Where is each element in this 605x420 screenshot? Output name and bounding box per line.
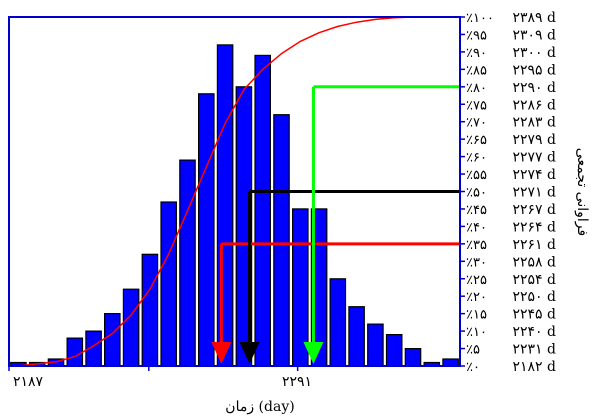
histogram-bar: [329, 278, 347, 367]
histogram-bar: [66, 337, 84, 367]
histogram-bar: [179, 159, 196, 367]
right-axis-day-label: ۲۲۴۰ d: [513, 324, 557, 340]
right-axis-percent-label: ٪۸۰: [466, 81, 487, 96]
right-axis-percent-label: ٪۵۰: [466, 186, 487, 201]
histogram-bar: [367, 323, 384, 367]
right-axis-percent-label: ٪۷۵: [466, 98, 487, 113]
right-axis-day-label: ۲۲۵۰ d: [513, 289, 557, 305]
right-axis-percent-label: ٪۵: [466, 343, 480, 358]
histogram-bar: [385, 334, 403, 367]
right-axis-percent-label: ٪۴۰: [466, 220, 487, 235]
right-axis-day-label: ۲۱۸۲ d: [513, 359, 557, 375]
right-axis-percent-label: ٪۸۵: [466, 63, 487, 78]
right-axis-day-label: ۲۳۰۹ d: [513, 27, 557, 43]
right-axis-day-label: ۲۲۶۷ d: [513, 202, 557, 218]
x-tick-label: ۲۲۹۱: [282, 374, 312, 390]
histogram-bar: [442, 358, 459, 367]
percentile-arrowhead: [303, 342, 324, 364]
right-axis-percent-label: ٪۳۵: [466, 238, 487, 253]
right-axis-day-label: ۲۳۸۹ d: [513, 10, 557, 26]
right-axis-percent-label: ٪۶۰: [466, 151, 487, 166]
right-axis-day-label: ۲۲۳۱ d: [513, 342, 557, 358]
right-axis-percent-label: ٪۹۵: [466, 28, 487, 43]
right-axis-day-label: ۲۲۸۳ d: [513, 115, 557, 131]
right-axis-day-label: ۲۲۷۴ d: [513, 167, 557, 183]
histogram-bar: [348, 306, 365, 367]
right-axis-day-label: ۲۲۵۴ d: [513, 272, 557, 288]
right-axis-day-label: ۲۲۹۵ d: [513, 62, 557, 78]
right-axis-percent-label: ٪۳۰: [466, 255, 487, 270]
histogram-bar: [216, 44, 234, 367]
right-axis-day-label: ۲۲۷۷ d: [513, 150, 557, 166]
percentile-arrowhead: [211, 342, 232, 364]
right-axis-day-label: ۲۲۶۴ d: [513, 219, 557, 235]
histogram-bar: [141, 253, 159, 367]
right-axis-percent-label: ٪۱۰۰: [466, 11, 494, 26]
right-axis-day-label: ۲۲۸۶ d: [513, 97, 557, 113]
right-axis-percent-label: ٪۱۵: [466, 308, 487, 323]
x-axis-title: زمان (day): [225, 399, 294, 415]
right-axis-percent-label: ٪۹۰: [466, 46, 487, 61]
right-axis-day-label: ۲۲۴۵ d: [513, 307, 557, 323]
right-axis-percent-label: ٪۲۵: [466, 273, 487, 288]
right-axis-percent-label: ٪۶۵: [466, 133, 487, 148]
x-tick-label: ۲۱۸۷: [13, 374, 44, 390]
right-axis-day-label: ۲۲۷۹ d: [513, 132, 557, 148]
right-axis-day-label: ۲۳۰۰ d: [513, 45, 557, 61]
histogram-bar: [254, 54, 271, 367]
percentile-arrowhead: [239, 342, 260, 364]
histogram-bar: [404, 348, 422, 367]
histogram-bar: [273, 114, 290, 367]
right-axis-day-label: ۲۲۹۰ d: [513, 80, 557, 96]
right-axis-percent-label: ٪۵۵: [466, 168, 487, 183]
right-axis-percent-label: ٪۱۰: [466, 325, 487, 340]
histogram-bar: [122, 288, 140, 367]
histogram-bar: [103, 313, 121, 367]
right-axis-percent-label: ٪۷۰: [466, 116, 487, 131]
right-axis-day-label: ۲۲۷۱ d: [513, 185, 557, 201]
right-axis-percent-label: ٪۰: [466, 360, 480, 375]
histogram-bar: [198, 93, 215, 367]
histogram-bar: [160, 201, 177, 367]
right-axis-day-label: ۲۲۶۱ d: [513, 237, 557, 253]
right-axis-day-label: ۲۲۵۸ d: [513, 254, 557, 270]
right-axis-percent-label: ٪۴۵: [466, 203, 487, 218]
y-axis-title: فراوانی تجمعی: [574, 148, 590, 236]
right-axis-percent-label: ٪۲۰: [466, 290, 487, 305]
